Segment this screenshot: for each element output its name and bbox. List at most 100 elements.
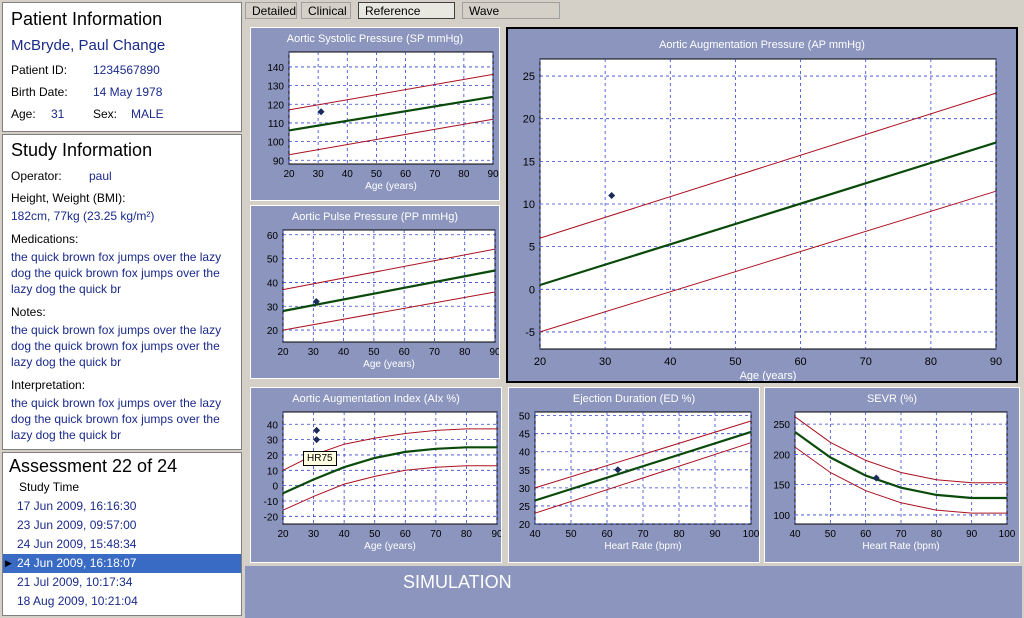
notes-text: the quick brown fox jumps over the lazy … [11,323,222,369]
sex-label: Sex: [93,107,118,121]
reference-band-line [539,190,997,333]
x-tick-label: 50 [369,529,381,540]
trend-line [288,95,494,132]
patient-id-value: 1234567890 [93,63,160,77]
height-weight-label: Height, Weight (BMI): [11,191,126,205]
reference-band-line [534,420,752,489]
y-tick-label: -20 [264,512,279,523]
sevr-chart-title: SEVR (%) [866,393,918,405]
sevr-chart: 40 50 60 70 80 90 100 100 150 200 250 Heart Rate (b… [773,411,1016,552]
y-tick-label: 10 [523,199,535,211]
x-tick-label: 100 [999,529,1016,540]
assessment-row[interactable]: 21 Jul 2009, 10:17:34 [3,573,241,592]
y-tick-label: 20 [519,520,531,531]
reference-band-line [539,92,997,239]
assessment-row-label: 18 Aug 2009, 10:21:04 [17,594,138,608]
x-tick-label: 40 [339,529,351,540]
study-info-panel: Study Information Operator: paul Height,… [2,134,242,450]
x-tick-label: 50 [565,529,577,540]
birth-date-value: 14 May 1978 [93,85,163,99]
trend-line [534,430,752,502]
medications-label: Medications: [11,232,79,246]
x-tick-label: 80 [931,529,943,540]
sex-value: MALE [131,107,164,121]
patient-info-panel: Patient Information McBryde, Paul Change… [2,2,242,132]
y-tick-label: 50 [267,255,279,266]
y-tick-label: 50 [519,412,531,423]
assessment-row[interactable]: 17 Jun 2009, 16:16:30 [3,497,241,516]
tab-detailed[interactable]: Detailed [245,2,297,19]
age-value: 31 [51,107,65,121]
assessment-row[interactable]: 23 Jun 2009, 09:57:00 [3,516,241,535]
x-tick-label: 30 [308,347,320,358]
x-tick-label: 70 [429,169,441,180]
x-tick-label: 70 [430,529,442,540]
y-tick-label: 0 [272,482,278,493]
x-tick-label: 70 [429,347,441,358]
ap-chart-panel[interactable]: Aortic Augmentation Pressure (AP mmHg) 2… [506,27,1018,383]
x-tick-label: 70 [895,529,907,540]
pp-chart-panel: Aortic Pulse Pressure (PP mmHg) 20 30 40 50… [250,205,500,379]
y-tick-label: 0 [529,284,535,296]
x-tick-label: 60 [860,529,872,540]
aix-chart-panel: Aortic Augmentation Index (AIx %) 20 30 40… [250,387,502,563]
medications-text: the quick brown fox jumps over the lazy … [11,250,222,296]
operator-label: Operator: [11,169,62,183]
y-tick-label: 200 [773,450,790,461]
reference-range-view: Aortic Systolic Pressure (SP mmHg) 20 30 4… [245,21,1022,618]
tab-reference-range[interactable]: Reference Range [358,2,455,34]
assessment-list[interactable]: 17 Jun 2009, 16:16:30 23 Jun 2009, 09:57:… [3,497,241,611]
pp-chart-title: Aortic Pulse Pressure (PP mmHg) [291,211,459,223]
x-tick-label: 90 [489,347,499,358]
x-tick-label: 30 [599,356,611,368]
tab-bar: Detailed Clinical Reference Range Wave R… [245,0,1024,34]
trend-line [282,446,497,495]
y-tick-label: 140 [267,63,284,74]
x-tick-label: 40 [789,529,801,540]
x-tick-label: 60 [399,347,411,358]
y-tick-label: -5 [525,327,535,339]
x-tick-label: 60 [794,356,806,368]
x-tick-label: 90 [709,529,721,540]
x-tick-label: 80 [673,529,685,540]
patient-info-heading: Patient Information [11,9,163,29]
y-tick-label: 110 [268,119,284,130]
x-tick-label: 80 [925,356,937,368]
y-tick-label: 40 [267,278,279,289]
current-row-marker-icon: ▶ [5,558,12,568]
y-tick-label: 45 [519,430,531,441]
ed-chart-panel: Ejection Duration (ED %) 40 50 60 70 80 90 100… [508,387,760,563]
x-tick-label: 50 [371,169,383,180]
assessment-row[interactable]: 18 Aug 2009, 10:21:04 [3,592,241,611]
simulation-label: SIMULATION [403,572,512,592]
sp-chart-title: Aortic Systolic Pressure (SP mmHg) [286,33,464,45]
assessment-row[interactable]: ▶ 24 Jun 2009, 16:18:07 [3,554,241,573]
study-info-heading: Study Information [11,140,153,160]
y-tick-label: 15 [523,156,535,168]
trend-line [539,141,997,287]
assessment-row[interactable]: 24 Jun 2009, 15:48:34 [3,535,241,554]
assessment-panel: Assessment 22 of 24 Study Time 17 Jun 20… [2,452,242,616]
x-tick-label: 90 [487,169,499,180]
x-axis-label: Heart Rate (bpm) [604,541,681,552]
x-tick-label: 20 [277,347,289,358]
x-tick-label: 30 [308,529,320,540]
y-tick-label: 40 [267,420,279,431]
data-point [317,108,325,116]
reference-band-line [282,465,497,511]
tab-clinical[interactable]: Clinical [301,2,351,19]
ed-chart-title: Ejection Duration (ED %) [572,393,696,405]
interpretation-label: Interpretation: [11,378,86,392]
patient-id-label: Patient ID: [11,63,68,77]
operator-value: paul [89,169,112,183]
x-tick-label: 20 [283,169,295,180]
tab-wave-reflection[interactable]: Wave Reflection [462,2,560,34]
study-time-column-header: Study Time [19,480,80,494]
interpretation-text: the quick brown fox jumps over the lazy … [11,396,222,442]
x-tick-label: 60 [400,529,412,540]
x-tick-label: 20 [534,356,546,368]
x-tick-label: 70 [637,529,649,540]
x-axis-label: Heart Rate (bpm) [862,541,939,552]
x-tick-label: 80 [458,169,470,180]
